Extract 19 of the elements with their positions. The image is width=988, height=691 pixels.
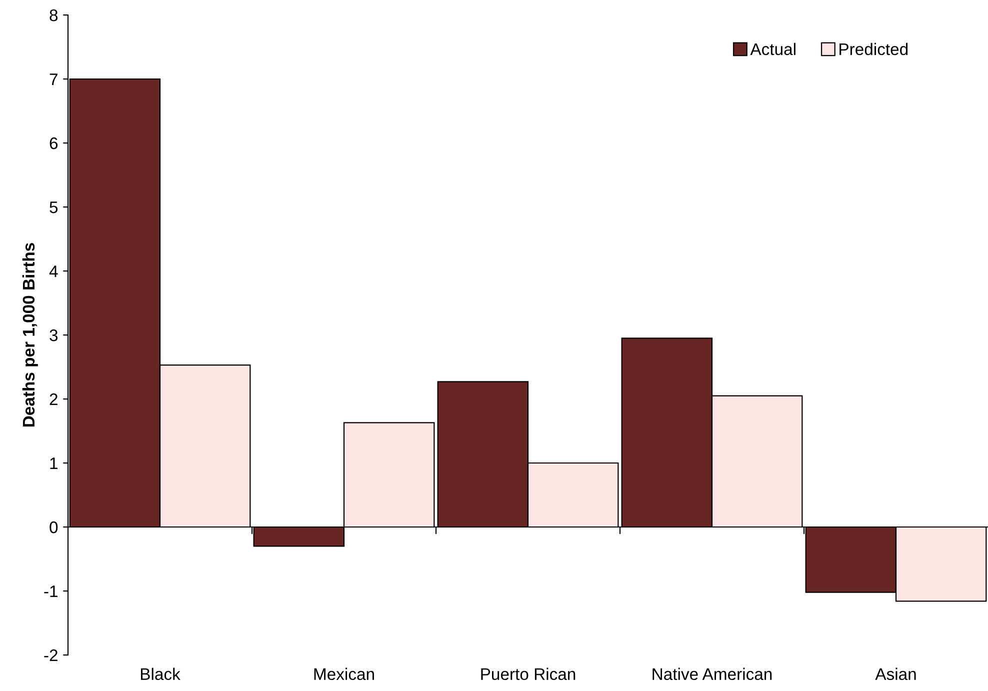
y-tick-label: 5 [50,202,58,214]
x-tick-label: Asian [875,668,916,680]
y-axis-title: Deaths per 1,000 Births [22,243,38,427]
x-tick-label: Native American [652,668,772,680]
x-tick-label: Puerto Rican [481,668,576,680]
y-tick-label: 0 [50,521,58,534]
x-tick-label: Black [140,668,180,680]
legend-label: Actual [750,42,796,56]
y-tick-label: 4 [49,266,58,278]
y-tick-label: 6 [50,137,58,150]
y-tick-label: 3 [50,329,58,342]
y-tick-label: 2 [50,393,58,406]
x-tick-label: Mexican [314,668,374,680]
y-tick-label: -1 [44,586,58,598]
y-tick-label: 1 [50,458,58,470]
y-tick-label: 7 [50,74,58,86]
legend-label: Predicted [840,42,908,56]
y-tick-label: -2 [44,649,58,662]
y-tick-label: 8 [50,9,58,22]
